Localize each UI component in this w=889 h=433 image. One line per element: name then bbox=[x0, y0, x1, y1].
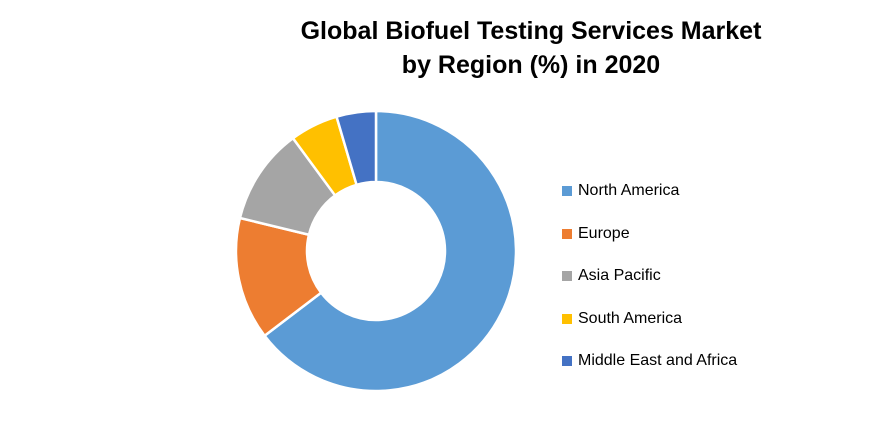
legend-label-middle-east-and-africa: Middle East and Africa bbox=[578, 352, 738, 370]
chart-title: Global Biofuel Testing Services Market b… bbox=[236, 14, 826, 82]
legend-item-asia-pacific: Asia Pacific bbox=[562, 255, 737, 298]
legend-label-north-america: North America bbox=[578, 182, 680, 200]
legend-swatch-asia-pacific bbox=[562, 271, 572, 282]
legend-swatch-north-america bbox=[562, 186, 572, 197]
legend-item-europe: Europe bbox=[562, 213, 737, 256]
legend-swatch-europe bbox=[562, 228, 572, 239]
donut-slice-middle-east-and-africa bbox=[335, 109, 378, 187]
chart-title-line-2: by Region (%) in 2020 bbox=[401, 51, 661, 79]
chart-legend: North America Europe Asia Pacific South … bbox=[562, 170, 737, 383]
legend-label-south-america: South America bbox=[578, 309, 683, 327]
legend-item-middle-east-and-africa: Middle East and Africa bbox=[562, 340, 737, 383]
legend-swatch-south-america bbox=[562, 313, 572, 324]
chart-title-line-1: Global Biofuel Testing Services Market bbox=[300, 17, 762, 45]
legend-label-asia-pacific: Asia Pacific bbox=[578, 267, 661, 285]
donut-slice-north-america bbox=[263, 109, 518, 393]
legend-label-europe: Europe bbox=[578, 224, 630, 242]
legend-item-south-america: South America bbox=[562, 298, 737, 341]
legend-item-north-america: North America bbox=[562, 170, 737, 213]
legend-swatch-middle-east-and-africa bbox=[562, 356, 572, 367]
